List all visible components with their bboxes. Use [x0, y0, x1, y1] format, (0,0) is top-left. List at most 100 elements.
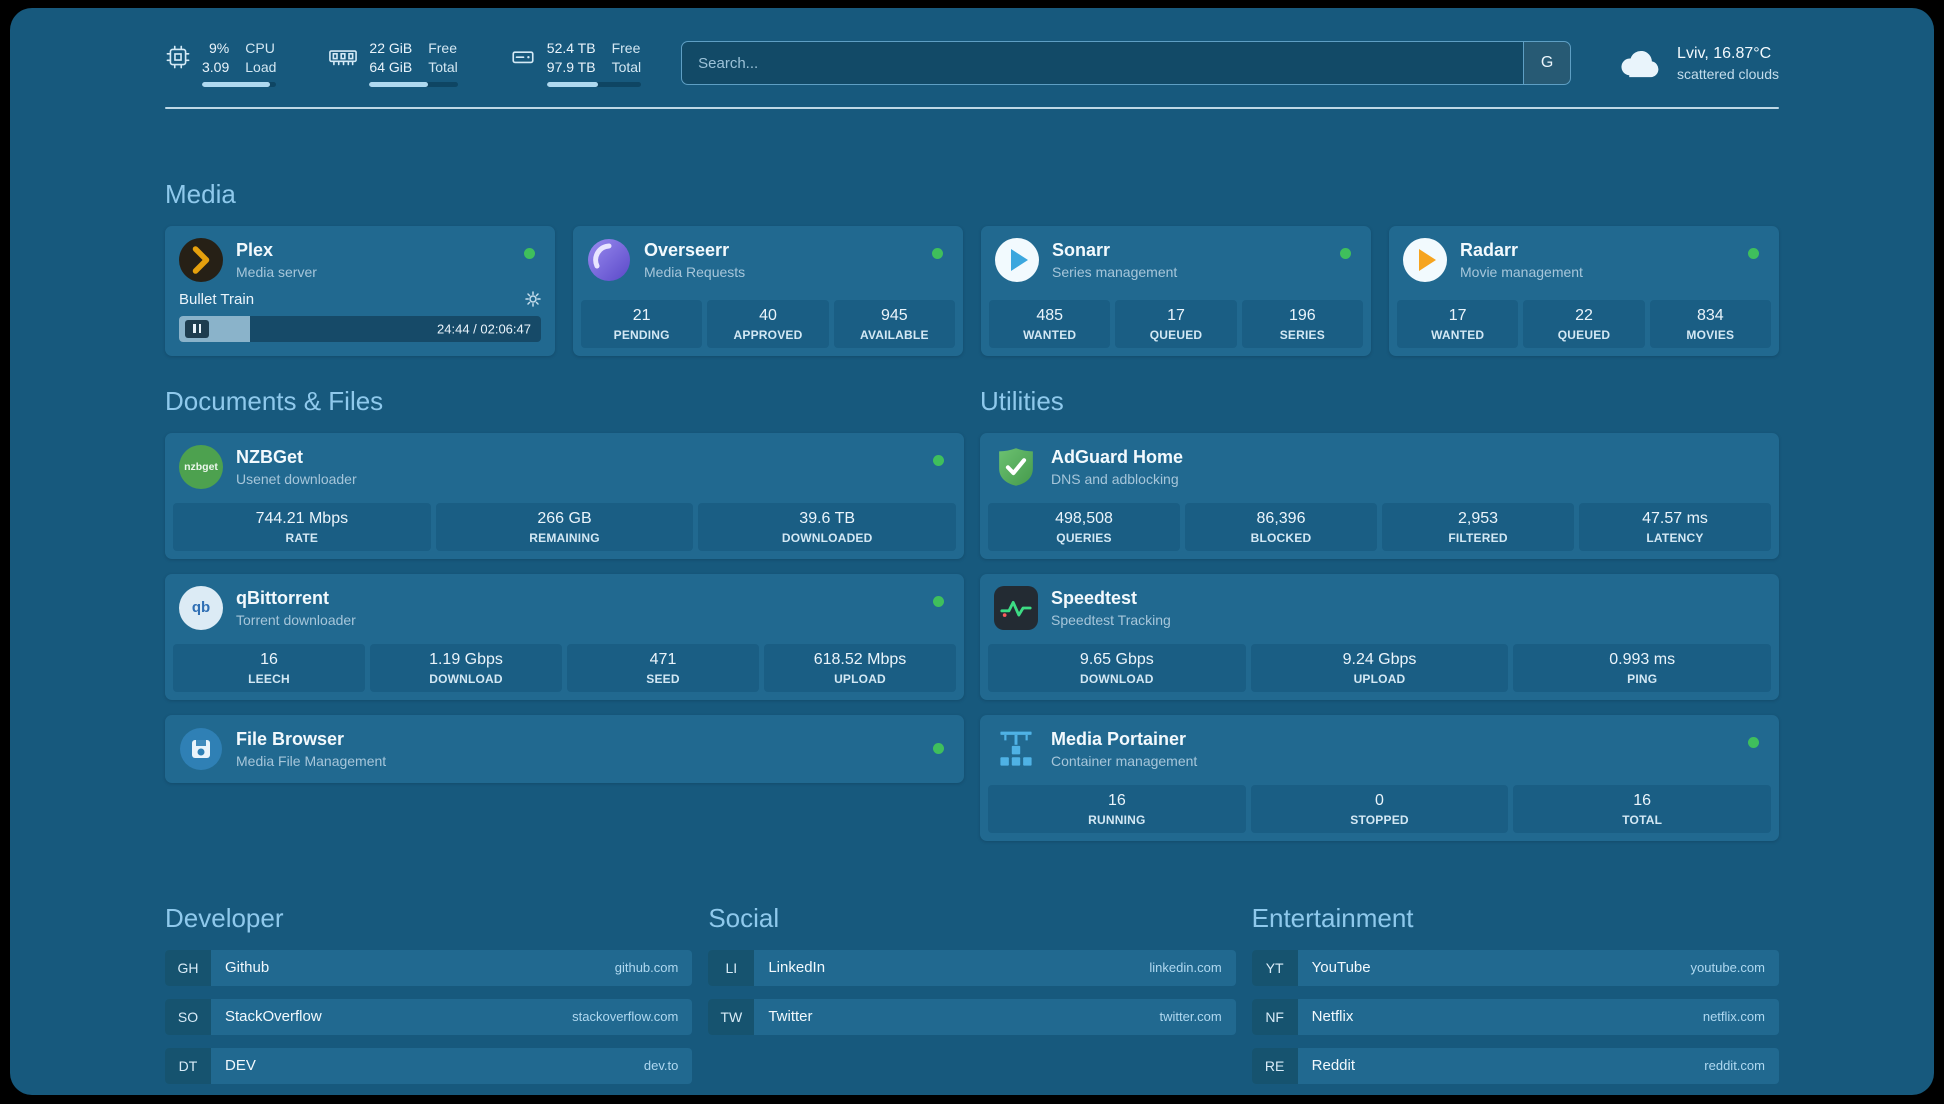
sonarr-subtitle: Series management [1052, 263, 1178, 280]
bookmark-abbr: TW [708, 998, 755, 1035]
section-title-utilities: Utilities [980, 385, 1064, 416]
cpu-usage-value: 9% [209, 40, 230, 56]
filebrowser-name: File Browser [236, 728, 345, 749]
portainer-icon [994, 727, 1038, 771]
cloud-icon [1617, 46, 1663, 80]
section-documents: Documents & Files nzbget NZBGet Usenet d… [165, 386, 964, 841]
stat-remaining: 266 GB REMAINING [435, 502, 694, 551]
overseerr-card[interactable]: Overseerr Media Requests 21 PENDING 40 A… [573, 225, 963, 356]
section-developer: Developer GH Github github.com SO StackO… [165, 902, 693, 1084]
stat-upload: 618.52 Mbps UPLOAD [764, 643, 956, 692]
adguard-name: AdGuard Home [1051, 446, 1184, 467]
qbittorrent-status-dot [933, 595, 944, 607]
filebrowser-status-dot [933, 742, 944, 754]
ram-usage-bar [369, 81, 458, 87]
bookmark-youtube[interactable]: YT YouTube youtube.com [1251, 949, 1779, 986]
speedtest-subtitle: Speedtest Tracking [1051, 611, 1171, 628]
bookmark-netflix[interactable]: NF Netflix netflix.com [1251, 998, 1779, 1035]
bookmark-github[interactable]: GH Github github.com [165, 949, 693, 986]
ram-total-value: 64 GiB [369, 58, 413, 75]
nzbget-icon: nzbget [179, 444, 223, 489]
plex-status-dot [524, 247, 535, 259]
nzbget-card[interactable]: nzbget NZBGet Usenet downloader 744.21 M… [165, 432, 964, 559]
stat-ping: 0.993 ms PING [1513, 643, 1772, 692]
bookmark-linkedin[interactable]: LI LinkedIn linkedin.com [708, 949, 1236, 986]
plex-icon [179, 237, 223, 282]
plex-card[interactable]: Plex Media server Bullet Train [165, 225, 555, 356]
overseerr-subtitle: Media Requests [644, 263, 746, 280]
cpu-usage-label: CPU [245, 40, 275, 56]
stat-pending: 21 PENDING [581, 299, 703, 348]
search-engine-button[interactable]: G [1523, 42, 1571, 85]
stat-running: 16 RUNNING [988, 784, 1246, 833]
nzbget-status-dot [933, 454, 944, 466]
portainer-card[interactable]: Media Portainer Container management 16 … [980, 714, 1779, 841]
system-widgets: 9% CPU 3.09 Load [165, 40, 642, 87]
plex-name: Plex [236, 239, 274, 260]
bookmark-abbr: SO [165, 998, 211, 1035]
disk-widget: 52.4 TB Free 97.9 TB Total [510, 40, 642, 87]
bookmarks-area: Developer GH Github github.com SO StackO… [165, 903, 1779, 1095]
bookmark-dev[interactable]: DT DEV dev.to [165, 1047, 693, 1084]
filebrowser-card[interactable]: File Browser Media File Management [165, 714, 964, 783]
section-title-media: Media [165, 178, 236, 209]
bookmark-url: youtube.com [1690, 960, 1765, 976]
section-social: Social LI LinkedIn linkedin.com TW Twitt… [708, 902, 1236, 1084]
cpu-load-value: 3.09 [202, 58, 230, 75]
overseerr-name: Overseerr [644, 239, 730, 260]
sonarr-icon [995, 237, 1039, 282]
disk-free-label: Free [611, 40, 641, 56]
settings-gear-icon[interactable] [525, 291, 541, 308]
speedtest-card[interactable]: Speedtest Speedtest Tracking 9.65 Gbps D… [980, 573, 1779, 700]
qbittorrent-name: qBittorrent [236, 587, 329, 608]
stat-download: 9.65 Gbps DOWNLOAD [988, 643, 1246, 692]
adguard-icon [994, 445, 1038, 489]
pause-button[interactable] [185, 319, 209, 338]
filebrowser-icon [179, 727, 223, 771]
bookmark-abbr: DT [165, 1047, 211, 1084]
radarr-card[interactable]: Radarr Movie management 17 WANTED 22 QUE… [1389, 225, 1779, 356]
qbittorrent-card[interactable]: qb qBittorrent Torrent downloader 16 LEE… [165, 573, 964, 700]
adguard-card[interactable]: AdGuard Home DNS and adblocking 498,508 … [980, 432, 1779, 559]
bookmark-name: YouTube [1311, 959, 1371, 977]
qbittorrent-icon: qb [179, 585, 223, 630]
portainer-status-dot [1748, 736, 1759, 748]
stat-wanted: 485 WANTED [989, 299, 1111, 348]
section-utilities: Utilities [980, 386, 1779, 841]
stat-series: 196 SERIES [1241, 299, 1363, 348]
cpu-load-label: Load [245, 58, 277, 75]
bookmark-url: netflix.com [1702, 1009, 1765, 1025]
bookmark-stackoverflow[interactable]: SO StackOverflow stackoverflow.com [165, 998, 693, 1035]
cpu-widget: 9% CPU 3.09 Load [165, 40, 277, 87]
disk-usage-bar-fill [546, 81, 598, 87]
overseerr-icon [587, 238, 631, 282]
sonarr-name: Sonarr [1052, 239, 1111, 260]
search-input[interactable] [682, 42, 1524, 85]
radarr-subtitle: Movie management [1460, 263, 1583, 280]
bookmark-url: stackoverflow.com [572, 1009, 679, 1025]
filebrowser-subtitle: Media File Management [236, 752, 387, 769]
bookmark-name: Github [225, 959, 270, 977]
weather-location: Lviv, 16.87°C [1677, 44, 1772, 62]
sonarr-card[interactable]: Sonarr Series management 485 WANTED 17 Q… [981, 225, 1371, 356]
bookmark-abbr: YT [1251, 949, 1298, 986]
cpu-icon [165, 44, 191, 70]
ram-widget: 22 GiB Free 64 GiB Total [328, 40, 458, 87]
bookmark-abbr: RE [1251, 1047, 1298, 1084]
section-media: Media Plex Media server [165, 179, 1779, 356]
stat-queries: 498,508 QUERIES [988, 502, 1180, 551]
ram-usage-bar-fill [369, 81, 428, 87]
bookmark-url: reddit.com [1704, 1058, 1765, 1074]
disk-total-label: Total [611, 58, 642, 75]
weather-widget: Lviv, 16.87°C scattered clouds [1617, 45, 1779, 82]
bookmark-reddit[interactable]: RE Reddit reddit.com [1251, 1047, 1779, 1084]
bookmark-twitter[interactable]: TW Twitter twitter.com [708, 998, 1236, 1035]
section-title-developer: Developer [165, 902, 284, 933]
stat-filtered: 2,953 FILTERED [1382, 502, 1574, 551]
playback-time: 24:44 / 02:06:47 [437, 321, 531, 337]
disk-free-value: 52.4 TB [546, 40, 596, 56]
disk-total-value: 97.9 TB [546, 58, 596, 75]
section-title-social: Social [708, 902, 780, 933]
dashboard-content: 9% CPU 3.09 Load [165, 8, 1779, 1095]
plex-subtitle: Media server [236, 263, 317, 280]
